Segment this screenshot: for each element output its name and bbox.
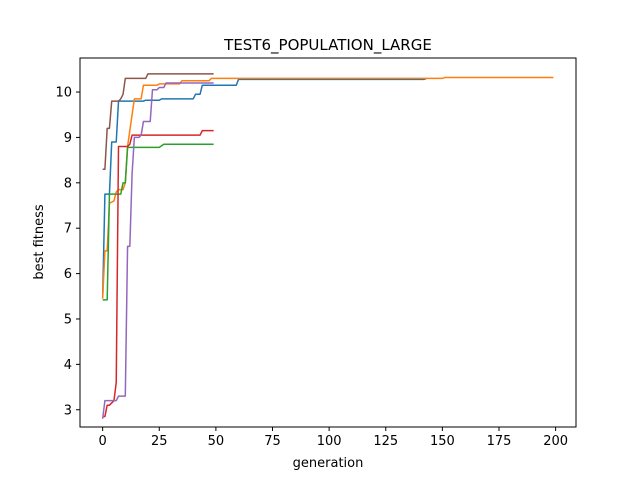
series-line-3	[102, 143, 214, 301]
x-tick-label: 200	[543, 434, 568, 449]
x-tick-label: 175	[487, 434, 512, 449]
series-line-5	[101, 82, 214, 419]
y-tick-label: 7	[64, 222, 72, 237]
series-line-6	[102, 73, 214, 170]
y-tick-label: 8	[64, 176, 72, 191]
x-tick-label: 100	[317, 434, 342, 449]
y-tick-label: 5	[64, 312, 72, 327]
y-tick-label: 4	[64, 358, 72, 373]
x-tick-label: 150	[430, 434, 455, 449]
series-line-4	[102, 129, 214, 418]
y-tick-label: 9	[64, 131, 72, 146]
x-tick-label: 50	[208, 434, 225, 449]
x-tick-label: 25	[151, 434, 168, 449]
chart-title: TEST6_POPULATION_LARGE	[223, 36, 432, 55]
y-tick-label: 3	[64, 403, 72, 418]
y-tick-label: 6	[64, 267, 72, 282]
x-tick-label: 0	[99, 434, 107, 449]
y-axis-label: best fitness	[32, 204, 47, 280]
y-axis-ticks: 3 4 5 6 7 8 9 10	[55, 86, 80, 418]
x-axis-ticks: 0 25 50 75 100 125 150 175 200	[99, 427, 568, 449]
x-tick-label: 75	[264, 434, 281, 449]
plot-frame	[79, 57, 577, 428]
series-layer	[101, 73, 554, 419]
y-tick-label: 10	[55, 86, 72, 101]
x-tick-label: 125	[373, 434, 398, 449]
x-axis-label: generation	[293, 456, 364, 471]
series-line-2	[101, 76, 554, 299]
series-line-1	[101, 77, 427, 299]
